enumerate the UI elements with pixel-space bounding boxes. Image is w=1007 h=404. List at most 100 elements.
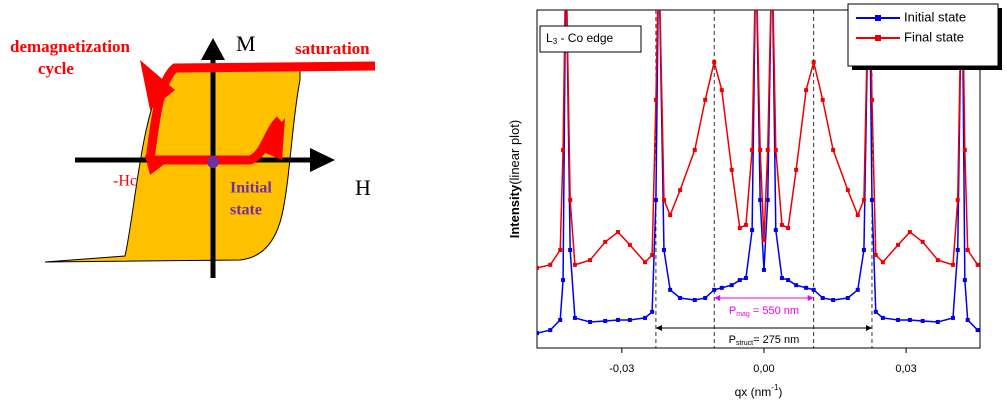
- data-point: [712, 287, 717, 292]
- legend-label: Initial state: [904, 9, 966, 24]
- data-point: [955, 247, 960, 252]
- data-point: [869, 197, 874, 202]
- data-point: [761, 237, 766, 242]
- annotation-part: = 275 nm: [753, 334, 799, 346]
- legend-marker: [875, 15, 881, 21]
- initial-point: [207, 156, 219, 168]
- data-point: [779, 222, 784, 227]
- data-point: [561, 278, 566, 283]
- data-point: [962, 147, 967, 152]
- annotation-part: = 550 nm: [750, 305, 799, 317]
- data-point: [616, 317, 621, 322]
- data-point: [537, 265, 539, 270]
- arrow-head: [865, 325, 872, 331]
- data-point: [668, 213, 673, 218]
- data-point: [627, 317, 632, 322]
- arrow-head: [145, 155, 170, 175]
- data-point: [653, 197, 658, 202]
- data-point: [873, 253, 878, 258]
- annotation: Pmag = 550 nm: [729, 305, 799, 318]
- data-point: [761, 267, 766, 272]
- y-axis-label-part: Intensity: [507, 184, 522, 238]
- data-point: [831, 298, 836, 303]
- data-point: [558, 247, 563, 252]
- m-arrow: [201, 38, 225, 60]
- x-axis-label-part: ): [778, 385, 782, 399]
- data-point: [861, 197, 866, 202]
- data-point: [692, 147, 697, 152]
- x-tick-label: -0,03: [609, 363, 634, 375]
- data-point: [678, 295, 683, 300]
- label: saturation: [295, 39, 370, 58]
- data-point: [692, 298, 697, 303]
- annotation-part: - Co edge: [557, 31, 613, 45]
- data-point: [737, 226, 742, 231]
- arrow-head: [807, 295, 814, 301]
- data-point: [572, 315, 577, 320]
- data-point: [588, 319, 593, 324]
- data-point: [765, 147, 770, 152]
- label: M: [236, 31, 256, 56]
- data-point: [758, 147, 763, 152]
- data-point: [869, 97, 874, 102]
- data-point: [603, 318, 608, 323]
- data-point: [804, 88, 809, 93]
- data-point: [820, 97, 825, 102]
- data-point: [650, 253, 655, 258]
- data-point: [794, 167, 799, 172]
- data-point: [558, 317, 563, 322]
- data-point: [786, 226, 791, 231]
- data-point: [965, 317, 970, 322]
- x-tick-label: 0,00: [753, 363, 774, 375]
- data-point: [861, 247, 866, 252]
- data-point: [643, 315, 648, 320]
- data-point: [873, 309, 878, 314]
- data-point: [975, 328, 980, 333]
- data-point: [896, 242, 901, 247]
- data-point: [804, 285, 809, 290]
- data-point: [548, 328, 553, 333]
- label: -Hc: [113, 173, 137, 190]
- data-point: [880, 315, 885, 320]
- data-point: [786, 278, 791, 283]
- data-point: [537, 331, 539, 336]
- x-axis-label-part: qx (nm: [735, 385, 772, 399]
- data-point: [750, 147, 755, 152]
- data-point: [661, 247, 666, 252]
- data-point: [568, 197, 573, 202]
- annotation: Pstruct= 275 nm: [729, 334, 800, 347]
- data-point: [729, 283, 734, 288]
- data-point: [845, 188, 850, 193]
- annotation-part: 3: [553, 37, 558, 46]
- x-axis-label-part: -1: [771, 383, 779, 392]
- data-point: [668, 287, 673, 292]
- data-point: [896, 317, 901, 322]
- legend-label: Final state: [904, 29, 964, 44]
- data-point: [773, 147, 778, 152]
- data-point: [845, 295, 850, 300]
- y-axis-label-part: (linear plot): [507, 120, 522, 185]
- label: cycle: [38, 59, 74, 78]
- arrow-head: [655, 325, 662, 331]
- data-point: [794, 283, 799, 288]
- data-point: [627, 242, 632, 247]
- label: state: [230, 202, 262, 219]
- label: H: [355, 175, 371, 200]
- arrow-head: [714, 295, 721, 301]
- data-point: [965, 247, 970, 252]
- data-point: [603, 239, 608, 244]
- data-point: [661, 197, 666, 202]
- label: Initial: [230, 180, 272, 197]
- x-axis-label: qx (nm-1): [735, 383, 783, 399]
- data-point: [820, 295, 825, 300]
- data-point: [653, 97, 658, 102]
- data-point: [811, 60, 816, 65]
- data-point: [568, 247, 573, 252]
- annotation: L3 - Co edge: [546, 31, 614, 46]
- data-point: [703, 97, 708, 102]
- x-tick-label: 0,03: [895, 363, 916, 375]
- data-point: [920, 239, 925, 244]
- data-point: [907, 317, 912, 322]
- data-point: [935, 258, 940, 263]
